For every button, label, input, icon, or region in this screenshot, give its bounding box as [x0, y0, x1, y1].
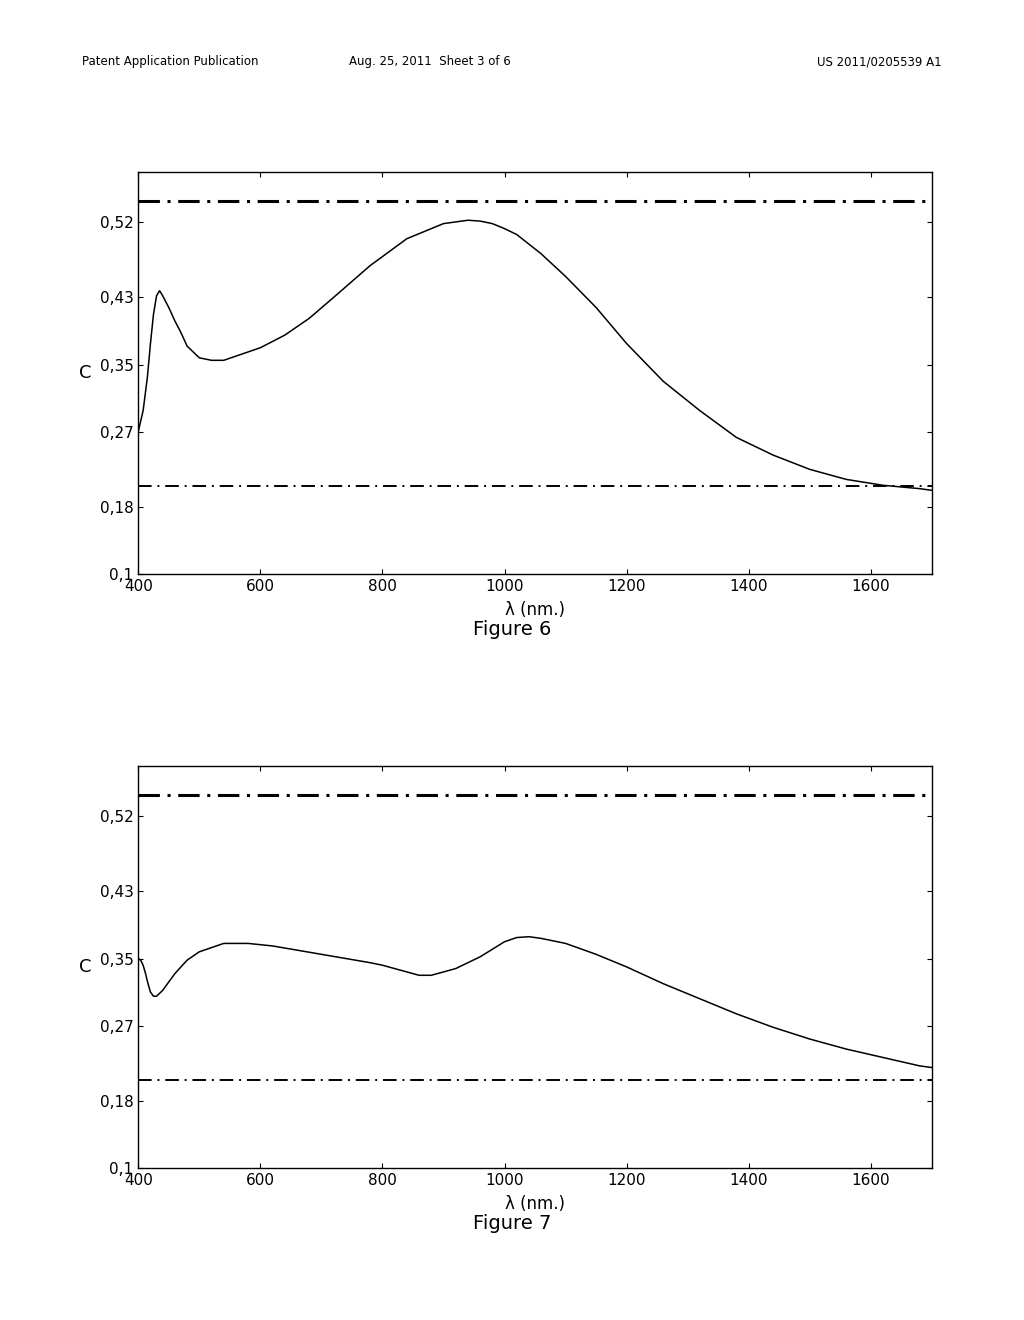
X-axis label: λ (nm.): λ (nm.) [505, 1195, 565, 1213]
Text: Figure 6: Figure 6 [473, 620, 551, 639]
Y-axis label: C: C [80, 364, 92, 381]
Text: Aug. 25, 2011  Sheet 3 of 6: Aug. 25, 2011 Sheet 3 of 6 [349, 55, 511, 69]
X-axis label: λ (nm.): λ (nm.) [505, 601, 565, 619]
Y-axis label: C: C [80, 958, 92, 975]
Text: Patent Application Publication: Patent Application Publication [82, 55, 258, 69]
Text: US 2011/0205539 A1: US 2011/0205539 A1 [817, 55, 942, 69]
Text: Figure 7: Figure 7 [473, 1214, 551, 1233]
